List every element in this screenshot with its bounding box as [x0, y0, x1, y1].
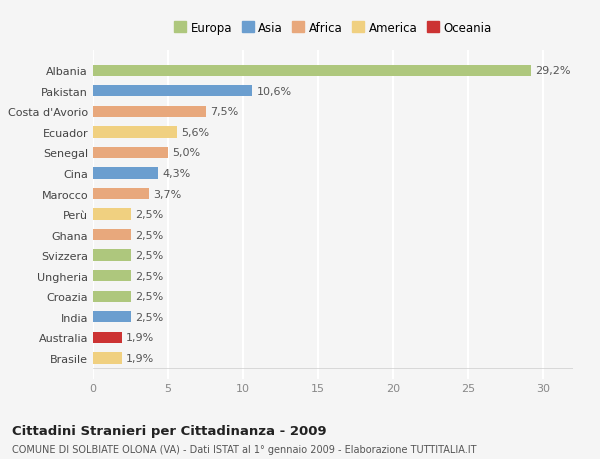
- Text: 2,5%: 2,5%: [135, 230, 163, 240]
- Text: 2,5%: 2,5%: [135, 251, 163, 261]
- Text: Cittadini Stranieri per Cittadinanza - 2009: Cittadini Stranieri per Cittadinanza - 2…: [12, 425, 326, 437]
- Bar: [93, 168, 157, 179]
- Text: 5,6%: 5,6%: [182, 128, 209, 138]
- Bar: [93, 270, 131, 282]
- Text: 4,3%: 4,3%: [162, 168, 190, 179]
- Bar: [93, 312, 131, 323]
- Text: 29,2%: 29,2%: [536, 66, 571, 76]
- Bar: [93, 209, 131, 220]
- Bar: [93, 127, 177, 138]
- Bar: [93, 230, 131, 241]
- Legend: Europa, Asia, Africa, America, Oceania: Europa, Asia, Africa, America, Oceania: [170, 17, 496, 39]
- Text: 2,5%: 2,5%: [135, 312, 163, 322]
- Bar: [93, 332, 121, 343]
- Text: 2,5%: 2,5%: [135, 271, 163, 281]
- Bar: [93, 353, 121, 364]
- Text: 7,5%: 7,5%: [210, 107, 238, 117]
- Text: 1,9%: 1,9%: [126, 353, 154, 363]
- Text: 2,5%: 2,5%: [135, 210, 163, 219]
- Text: 2,5%: 2,5%: [135, 291, 163, 302]
- Bar: [93, 106, 205, 118]
- Bar: [93, 86, 252, 97]
- Bar: [93, 291, 131, 302]
- Text: 3,7%: 3,7%: [153, 189, 181, 199]
- Bar: [93, 147, 168, 159]
- Text: 5,0%: 5,0%: [173, 148, 200, 158]
- Text: 10,6%: 10,6%: [257, 87, 292, 96]
- Bar: [93, 250, 131, 261]
- Text: 1,9%: 1,9%: [126, 333, 154, 342]
- Bar: [93, 189, 149, 200]
- Bar: [93, 65, 531, 77]
- Text: COMUNE DI SOLBIATE OLONA (VA) - Dati ISTAT al 1° gennaio 2009 - Elaborazione TUT: COMUNE DI SOLBIATE OLONA (VA) - Dati IST…: [12, 444, 476, 454]
